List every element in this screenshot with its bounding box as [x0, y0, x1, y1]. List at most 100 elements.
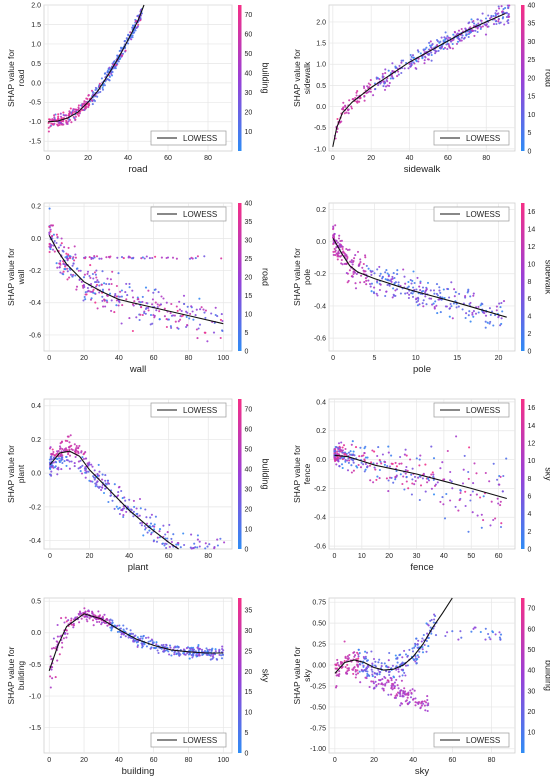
data-point — [70, 121, 73, 124]
data-point — [365, 279, 368, 282]
data-point — [391, 296, 394, 299]
data-point — [56, 659, 59, 662]
data-point — [168, 545, 171, 548]
data-point — [374, 468, 377, 471]
data-point — [434, 483, 437, 486]
data-point — [372, 462, 375, 465]
data-point — [96, 95, 99, 98]
data-point — [179, 546, 182, 549]
data-point — [348, 653, 351, 656]
data-point — [107, 68, 110, 71]
data-point — [148, 257, 151, 260]
data-point — [177, 652, 180, 655]
data-point — [113, 507, 116, 510]
data-point — [409, 458, 412, 461]
data-point — [89, 276, 92, 279]
data-point — [380, 462, 383, 465]
data-point — [159, 303, 163, 306]
colorbar — [521, 5, 525, 151]
data-point — [87, 106, 90, 109]
data-point — [367, 82, 370, 85]
data-point — [75, 444, 78, 448]
data-point — [448, 307, 452, 310]
data-point — [80, 280, 83, 283]
data-point — [446, 631, 449, 634]
lowess-line — [49, 450, 179, 550]
data-point — [365, 651, 369, 654]
colorbar — [238, 203, 242, 351]
data-point — [57, 246, 60, 249]
data-point — [334, 224, 337, 227]
data-point — [468, 302, 471, 306]
data-point — [64, 439, 67, 442]
data-point — [84, 466, 87, 469]
colorbar — [521, 399, 525, 549]
data-point — [500, 10, 504, 13]
data-point — [109, 494, 112, 497]
data-point — [332, 242, 335, 246]
data-point — [62, 250, 65, 253]
data-point — [378, 468, 381, 472]
data-point — [367, 267, 370, 270]
data-point — [194, 257, 197, 260]
data-point — [71, 448, 74, 452]
data-point — [419, 454, 422, 457]
x-axis-label: building — [122, 766, 155, 777]
data-point — [442, 503, 445, 506]
data-point — [400, 662, 403, 665]
data-point — [161, 645, 164, 648]
data-point — [218, 653, 221, 656]
data-point — [378, 265, 381, 268]
data-point — [507, 22, 510, 25]
data-point — [48, 250, 51, 254]
data-point — [403, 275, 406, 278]
data-point — [351, 263, 354, 266]
data-point — [79, 269, 82, 272]
data-point — [350, 443, 353, 446]
y-tick-label: 0.0 — [316, 239, 326, 246]
data-point — [350, 464, 353, 467]
data-point — [429, 626, 432, 629]
data-point — [453, 295, 456, 298]
x-tick-label: 60 — [165, 553, 173, 560]
y-tick-label: -0.2 — [29, 504, 41, 511]
data-point — [432, 457, 436, 460]
data-point — [162, 524, 165, 527]
data-point — [365, 264, 368, 267]
data-point — [63, 621, 66, 624]
data-point — [77, 107, 80, 110]
colorbar-tick-label: 0 — [245, 546, 249, 553]
data-point — [435, 304, 438, 307]
data-point — [139, 635, 143, 638]
data-point — [141, 256, 144, 259]
data-point — [152, 540, 155, 543]
data-point — [417, 60, 420, 63]
data-point — [338, 243, 341, 246]
data-point — [398, 692, 401, 695]
data-point — [422, 289, 425, 293]
data-point — [391, 688, 394, 691]
data-point — [434, 614, 437, 618]
data-point — [411, 647, 414, 650]
data-point — [387, 445, 390, 448]
data-point — [170, 326, 173, 329]
data-point — [191, 649, 194, 652]
data-point — [66, 435, 69, 438]
data-point — [365, 283, 368, 286]
data-point — [411, 467, 414, 470]
colorbar-tick-label: 70 — [528, 606, 536, 613]
data-point — [204, 331, 207, 334]
data-point — [435, 38, 439, 42]
x-axis-label: road — [128, 164, 147, 175]
data-point — [337, 442, 341, 445]
data-point — [109, 255, 112, 258]
data-point — [86, 620, 89, 623]
data-point — [447, 288, 450, 291]
data-point — [344, 452, 347, 455]
data-point — [469, 499, 472, 502]
data-point — [59, 112, 62, 115]
data-point — [370, 650, 373, 653]
data-point — [394, 289, 397, 292]
data-point — [481, 25, 484, 28]
data-point — [213, 547, 216, 550]
